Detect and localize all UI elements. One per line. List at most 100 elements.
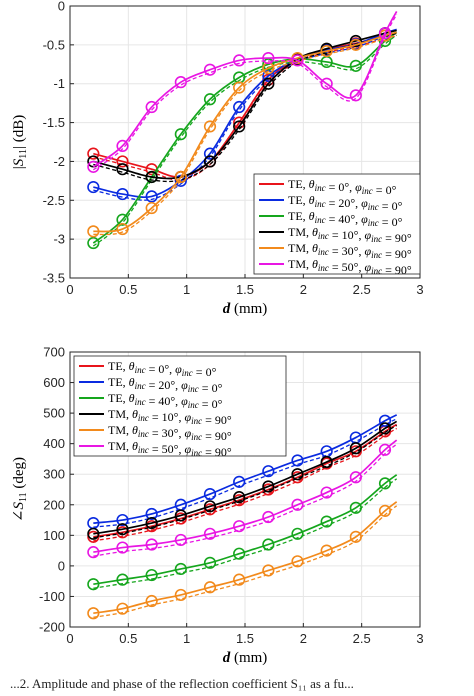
legend-label: TE, θinc = 0°, φinc = 0° xyxy=(288,177,397,197)
y-tick-label: 200 xyxy=(43,497,65,512)
x-tick-label: 1.5 xyxy=(236,631,254,646)
data-point-marker xyxy=(320,486,333,499)
data-point-marker xyxy=(378,504,392,517)
series-TM10 xyxy=(87,420,398,540)
y-axis-label: |S11| (dB) xyxy=(11,115,29,169)
chart-panel-1: 0 0.5 1 1.5 2 2.5 3 0 -0.5 -1 -1.5 -2 -2.5 -3 -3.5 d (m… xyxy=(11,0,424,317)
legend-label: TE, θinc = 0°, φinc = 0° xyxy=(108,359,217,379)
legend-entry-TE20: TE, θinc = 20°, φinc = 0° xyxy=(79,375,223,395)
data-point-marker xyxy=(203,487,217,501)
data-point-marker xyxy=(145,520,158,533)
data-point-marker xyxy=(378,414,392,427)
data-point-marker xyxy=(320,544,333,557)
x-tick-label: 2 xyxy=(300,631,307,646)
legend-entry-TM10: TM, θinc = 10°, φinc = 90° xyxy=(79,407,232,427)
series-dashed-line xyxy=(93,427,398,542)
data-point-marker xyxy=(87,527,100,540)
data-point-marker xyxy=(262,480,275,493)
data-point-marker xyxy=(116,222,129,236)
data-point-marker xyxy=(174,588,187,602)
legend-label: TM, θinc = 10°, φinc = 90° xyxy=(288,225,412,245)
data-point-marker xyxy=(87,546,100,559)
data-point-marker xyxy=(174,170,187,184)
axes-box xyxy=(69,5,421,279)
legend-label: TE, θinc = 20°, φinc = 0° xyxy=(108,375,223,395)
y-tick-label: -2.5 xyxy=(43,193,65,208)
data-point-marker xyxy=(233,520,246,533)
data-point-marker xyxy=(233,547,246,560)
y-tick-label: -3 xyxy=(53,232,65,247)
data-point-marker xyxy=(320,77,333,90)
y-tick-label: -1.5 xyxy=(43,115,65,130)
y-tick-label: -0.5 xyxy=(43,37,65,52)
data-point-marker xyxy=(87,236,100,250)
data-point-marker xyxy=(320,455,333,469)
x-tick-label: 1 xyxy=(183,282,190,297)
series-dashed-line xyxy=(92,34,398,247)
data-point-marker xyxy=(262,564,275,577)
data-point-marker xyxy=(145,190,158,203)
y-tick-label: 0 xyxy=(58,558,65,573)
data-point-marker xyxy=(145,594,158,608)
data-point-marker xyxy=(174,509,187,522)
data-point-marker xyxy=(87,160,100,173)
series-line xyxy=(93,414,398,524)
data-point-marker xyxy=(262,51,275,65)
data-point-marker xyxy=(145,568,158,582)
legend: TE, θinc = 0°, φinc = 0°TE, θinc = 20°, … xyxy=(73,355,287,459)
data-point-marker xyxy=(116,541,129,554)
series-line xyxy=(93,31,397,233)
x-tick-label: 2.5 xyxy=(353,631,371,646)
data-point-marker xyxy=(145,517,158,530)
y-axis-label: ∠S11 (deg) xyxy=(11,457,29,522)
data-point-marker xyxy=(233,54,246,67)
y-tick-label: 0 xyxy=(58,0,65,14)
legend-box xyxy=(73,355,287,457)
data-point-marker xyxy=(116,573,129,586)
series-dashed-line xyxy=(93,443,398,557)
legend-entry-TM30: TM, θinc = 30°, φinc = 90° xyxy=(259,241,412,261)
data-point-marker xyxy=(291,454,304,467)
data-point-marker xyxy=(349,530,362,543)
data-point-marker xyxy=(116,155,129,168)
series-TM30 xyxy=(87,501,398,620)
x-tick-label: 2 xyxy=(300,282,307,297)
legend-entry-TM50: TM, θinc = 50°, φinc = 90° xyxy=(79,439,232,459)
data-point-marker xyxy=(262,77,275,90)
data-point-marker xyxy=(291,498,304,511)
data-point-marker xyxy=(145,100,158,114)
data-point-marker xyxy=(116,602,129,615)
x-tick-label: 1 xyxy=(183,631,190,646)
x-tick-label: 0.5 xyxy=(119,631,137,646)
data-point-marker xyxy=(203,581,217,594)
data-point-marker xyxy=(291,527,304,540)
data-point-marker xyxy=(203,527,217,540)
series-TM50 xyxy=(87,11,398,173)
series-TE40 xyxy=(87,474,398,591)
data-point-marker xyxy=(87,180,100,194)
x-tick-label: 0.5 xyxy=(119,282,137,297)
legend-label: TM, θinc = 50°, φinc = 90° xyxy=(288,257,412,277)
data-point-marker xyxy=(262,538,275,551)
data-point-marker xyxy=(291,555,304,568)
data-point-marker xyxy=(87,147,100,160)
series-line xyxy=(92,31,398,244)
data-point-marker xyxy=(145,201,158,215)
data-point-marker xyxy=(174,533,187,547)
data-point-marker xyxy=(262,58,275,71)
data-point-marker xyxy=(349,442,362,455)
data-point-marker xyxy=(378,27,392,40)
x-tick-label: 0 xyxy=(66,282,73,297)
data-point-marker xyxy=(233,120,246,133)
legend-entry-TE40: TE, θinc = 40°, φinc = 0° xyxy=(79,391,223,411)
series-TM10 xyxy=(87,27,397,184)
series-TM30 xyxy=(87,29,397,238)
data-point-marker xyxy=(291,54,304,67)
series-line xyxy=(92,11,398,168)
legend-label: TE, θinc = 40°, φinc = 0° xyxy=(288,209,403,229)
x-tick-label: 0 xyxy=(66,631,73,646)
data-point-marker xyxy=(116,187,129,201)
legend: TE, θinc = 0°, φinc = 0°TE, θinc = 20°, … xyxy=(253,173,421,277)
data-point-marker xyxy=(203,556,217,569)
series-dashed-line xyxy=(93,424,398,539)
